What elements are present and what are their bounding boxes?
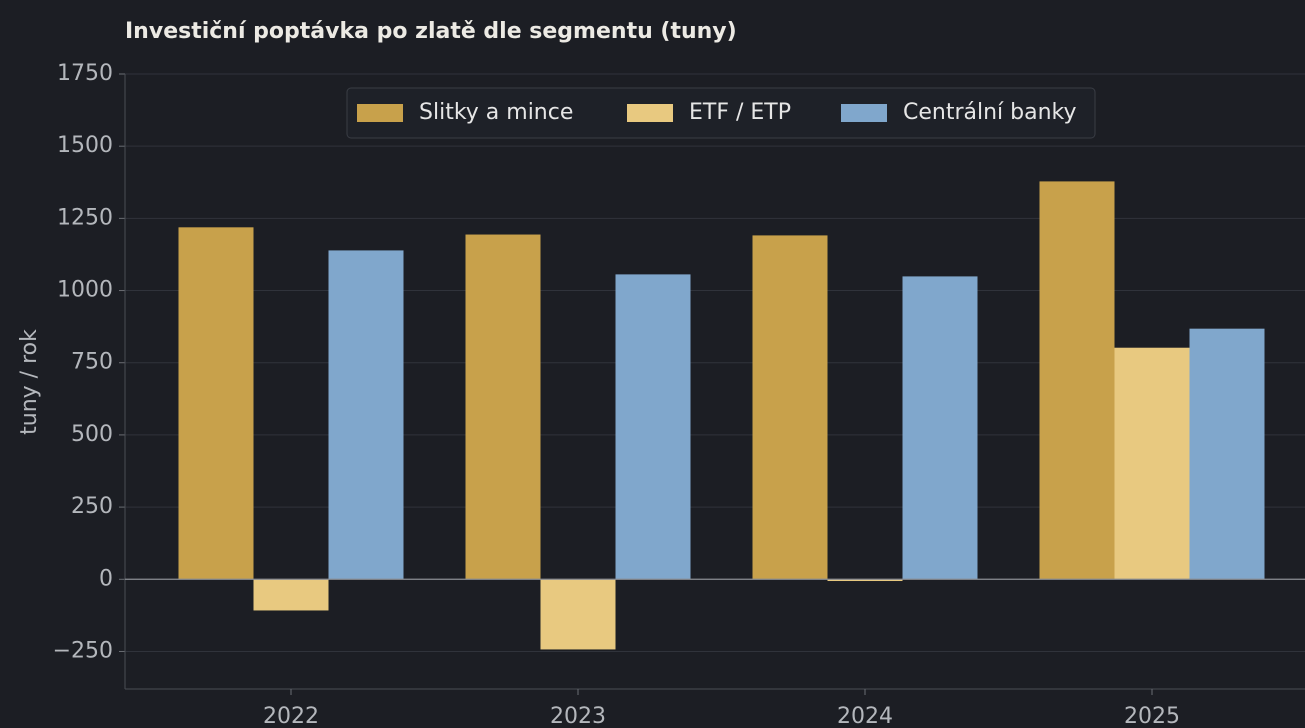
- x-tick-label: 2022: [263, 704, 319, 728]
- y-tick-label: 500: [71, 422, 113, 447]
- bar: [465, 234, 541, 580]
- legend-box: [346, 87, 1096, 139]
- bar: [1114, 347, 1190, 580]
- legend-label: Slitky a mince: [419, 100, 573, 125]
- x-tick-label: 2025: [1124, 704, 1180, 728]
- bar: [328, 250, 404, 580]
- y-tick-label: 1250: [57, 205, 113, 230]
- y-tick-label: 0: [99, 566, 113, 591]
- y-tick-label: 1000: [57, 278, 113, 303]
- y-tick-label: 250: [71, 494, 113, 519]
- y-tick-label: −250: [53, 638, 113, 663]
- x-tick-label: 2023: [550, 704, 606, 728]
- x-tick-label: 2024: [837, 704, 893, 728]
- bar: [178, 227, 254, 580]
- legend-swatch: [357, 104, 403, 122]
- legend-swatch: [627, 104, 673, 122]
- y-tick-label: 1500: [57, 133, 113, 158]
- bar: [1039, 181, 1115, 580]
- bar: [1189, 328, 1265, 580]
- y-tick-label: 1750: [57, 61, 113, 86]
- bar: [827, 579, 903, 582]
- legend-label: Centrální banky: [903, 100, 1077, 125]
- y-axis-label: tuny / rok: [17, 329, 42, 435]
- legend-label: ETF / ETP: [689, 100, 791, 125]
- bar: [752, 235, 828, 580]
- chart-title: Investiční poptávka po zlatě dle segment…: [125, 19, 737, 44]
- bar: [615, 274, 691, 580]
- bar: [902, 276, 978, 580]
- bar: [540, 579, 616, 650]
- bar: [253, 579, 329, 611]
- legend-swatch: [841, 104, 887, 122]
- y-tick-label: 750: [71, 350, 113, 375]
